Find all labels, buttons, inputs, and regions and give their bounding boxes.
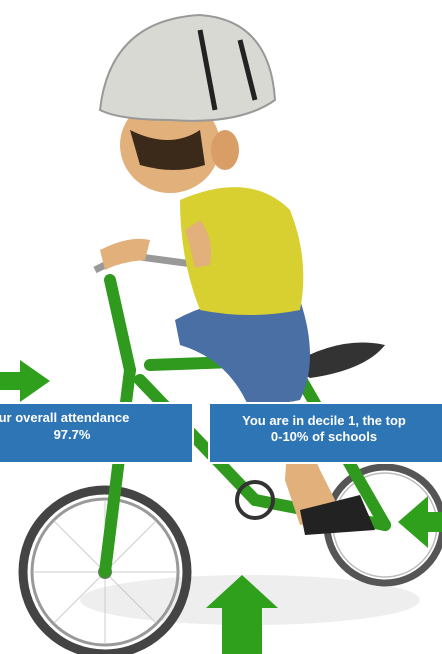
label-text: ur overall attendance xyxy=(0,410,129,425)
label-text: 97.7% xyxy=(54,427,91,442)
label-text: 0-10% of schools xyxy=(271,429,377,444)
ear xyxy=(211,130,239,170)
hand xyxy=(100,239,150,270)
page: ur overall attendance 97.7% You are in d… xyxy=(0,0,442,654)
arrow xyxy=(0,360,50,402)
label-text: You are in decile 1, the top xyxy=(242,413,406,428)
scene: ur overall attendance 97.7% You are in d… xyxy=(0,0,442,654)
